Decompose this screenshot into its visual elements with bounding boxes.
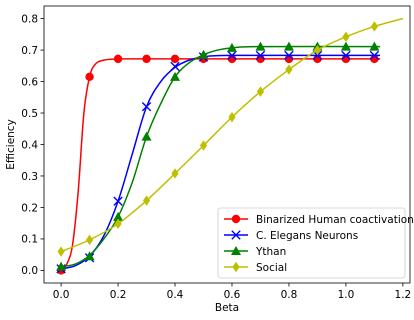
data-point <box>142 195 151 206</box>
legend-swatch-marker <box>231 246 241 255</box>
data-point <box>227 50 237 61</box>
data-point <box>313 44 322 56</box>
data-point <box>341 50 351 61</box>
legend: Binarized Human coactivation C. Elegans N… <box>217 207 414 279</box>
data-point <box>369 41 380 51</box>
data-point <box>141 102 152 112</box>
data-point <box>114 218 122 230</box>
data-point <box>285 64 293 75</box>
data-point <box>113 54 123 64</box>
data-point <box>226 42 237 52</box>
y-tick-label: 0.0 <box>21 265 38 277</box>
data-point <box>171 168 179 179</box>
legend-label: Ythan <box>255 246 286 258</box>
x-tick-label: 0.0 <box>53 289 70 301</box>
data-point <box>255 50 266 61</box>
data-point <box>57 246 65 257</box>
data-point <box>85 234 94 246</box>
legend-swatch-marker <box>231 230 241 240</box>
data-point <box>141 131 152 141</box>
data-point <box>255 41 266 51</box>
x-axis-label: Beta <box>215 302 239 314</box>
series-layer <box>56 17 404 275</box>
data-point <box>84 251 95 261</box>
legend-swatch-marker <box>232 261 240 273</box>
y-tick-label: 0.2 <box>21 202 38 214</box>
y-axis-label: Efficiency <box>5 119 17 170</box>
data-point <box>170 61 180 72</box>
legend-item: C. Elegans Neurons <box>224 230 358 242</box>
data-point <box>170 71 181 81</box>
data-point <box>370 21 378 32</box>
legend-label: C. Elegans Neurons <box>256 230 358 242</box>
x-tick-label: 0.2 <box>110 289 127 301</box>
x-tick-label: 0.6 <box>224 289 241 301</box>
y-tick-label: 0.1 <box>21 234 38 246</box>
data-point <box>199 140 208 151</box>
y-tick-label: 0.3 <box>21 171 38 183</box>
legend-item: Binarized Human coactivation <box>224 214 414 226</box>
data-point <box>283 41 294 51</box>
y-tick-label: 0.8 <box>21 13 38 25</box>
y-tick-label: 0.6 <box>21 76 38 88</box>
data-point <box>198 49 209 59</box>
data-point <box>369 50 380 61</box>
x-tick-label: 0.8 <box>281 289 298 301</box>
data-point <box>170 54 180 64</box>
legend-label: Social <box>256 262 287 274</box>
data-point <box>85 72 94 82</box>
x-tick-label: 0.4 <box>167 289 184 301</box>
y-tick-label: 0.5 <box>21 108 38 120</box>
data-point <box>142 54 151 64</box>
legend-box <box>217 207 406 279</box>
series-3 <box>57 17 404 257</box>
data-point <box>56 261 67 271</box>
data-point <box>256 86 265 97</box>
legend-item: Social <box>224 261 287 274</box>
y-tick-label: 0.7 <box>21 45 38 57</box>
x-tick-label: 1.2 <box>395 289 412 301</box>
legend-swatch-marker <box>231 214 241 224</box>
data-point <box>113 211 124 221</box>
legend-label: Binarized Human coactivation <box>256 214 414 226</box>
x-tick-label: 1.0 <box>338 289 355 301</box>
ticks-layer: 0.0 0.2 0.4 0.6 0.8 1.0 1.2 0.0 0.1 0.2 0.3 0.4 0.5 0… <box>21 13 411 301</box>
data-point <box>284 50 294 61</box>
data-point <box>113 196 123 206</box>
data-point <box>228 111 236 123</box>
y-tick-label: 0.4 <box>21 139 38 151</box>
data-point <box>340 41 351 51</box>
legend-item: Ythan <box>224 246 286 258</box>
data-point <box>342 31 350 43</box>
